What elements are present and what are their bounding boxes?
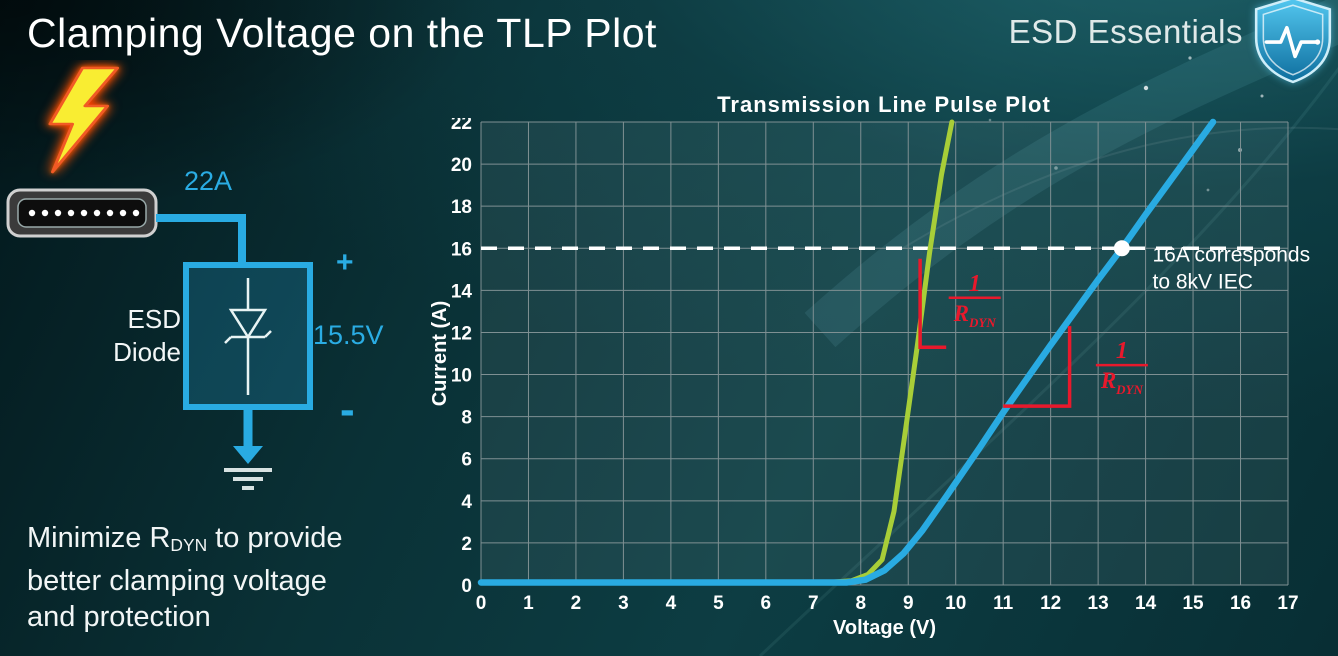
ground-icon [224,468,272,490]
y-tick-label: 0 [461,576,472,597]
y-tick-label: 6 [461,450,472,471]
surge-current-label: 22A [184,166,233,196]
y-axis-label: Current (A) [430,301,451,407]
y-tick-label: 20 [451,155,472,176]
x-tick-label: 13 [1088,593,1109,614]
intersection-marker [1113,240,1130,257]
slope-marker-0 [918,258,947,349]
lightning-bolt-icon [48,66,120,174]
rdyn-numerator-0: 1 [969,271,981,297]
x-tick-label: 6 [761,593,772,614]
y-tick-label: 4 [461,492,472,513]
y-tick-label: 16 [451,239,472,260]
device-label: ESD Diode [113,304,181,367]
x-tick-label: 12 [1040,593,1061,614]
x-tick-label: 15 [1182,593,1204,614]
footnote: Minimize RDYN to provide better clamping… [27,522,343,633]
chart-title: Transmission Line Pulse Plot [717,92,1051,117]
x-tick-label: 17 [1277,593,1298,614]
x-tick-label: 0 [476,593,487,614]
brand-text: ESD Essentials [1008,13,1243,50]
slide-title: Clamping Voltage on the TLP Plot [27,10,657,56]
rdyn-denominator-0: RDYN [953,301,997,330]
ground-arrow [233,407,263,464]
plus-label: + [336,246,354,279]
x-tick-label: 3 [618,593,629,614]
rdyn-subscript: DYN [170,534,208,555]
x-tick-label: 7 [808,593,819,614]
rdyn-denominator-1: RDYN [1100,368,1144,397]
x-tick-label: 16 [1230,593,1251,614]
y-tick-label: 22 [451,118,472,134]
x-tick-label: 5 [713,593,724,614]
minus-label: - [340,385,355,434]
x-tick-label: 10 [945,593,966,614]
x-tick-label: 11 [993,593,1014,614]
surge-wire [156,214,246,265]
slope-marker-1 [1003,326,1072,408]
x-tick-label: 1 [523,593,534,614]
tlp-plot-svg: 0 1 2 3 4 5 6 7 8 9 10 11 12 13 14 15 16 1702468101214161… [430,118,1311,639]
x-tick-label: 8 [855,593,866,614]
plot-area [481,122,1288,585]
hdmi-connector-icon [6,188,158,238]
x-tick-label: 14 [1135,593,1157,614]
y-tick-label: 14 [451,281,473,302]
clamp-voltage-label: 15.5V [313,320,384,350]
diode-symbol-icon [224,278,272,395]
y-tick-label: 2 [461,534,472,555]
x-axis-label: Voltage (V) [833,617,936,639]
y-tick-label: 18 [451,197,472,218]
y-tick-label: 8 [461,408,472,429]
y-tick-label: 10 [451,366,472,387]
y-tick-label: 12 [451,323,472,344]
rdyn-numerator-1: 1 [1116,338,1128,364]
callout-text: 16A corresponds to 8kV IEC [1153,243,1311,293]
x-tick-label: 2 [571,593,582,614]
surge-diagram [6,66,313,490]
brand-shield-logo [1254,0,1332,84]
x-tick-label: 4 [666,593,677,614]
x-tick-label: 9 [903,593,914,614]
pulse-icon [1264,25,1320,59]
shield-icon [1254,0,1332,84]
series-high-rdyn-diode [477,118,1217,586]
